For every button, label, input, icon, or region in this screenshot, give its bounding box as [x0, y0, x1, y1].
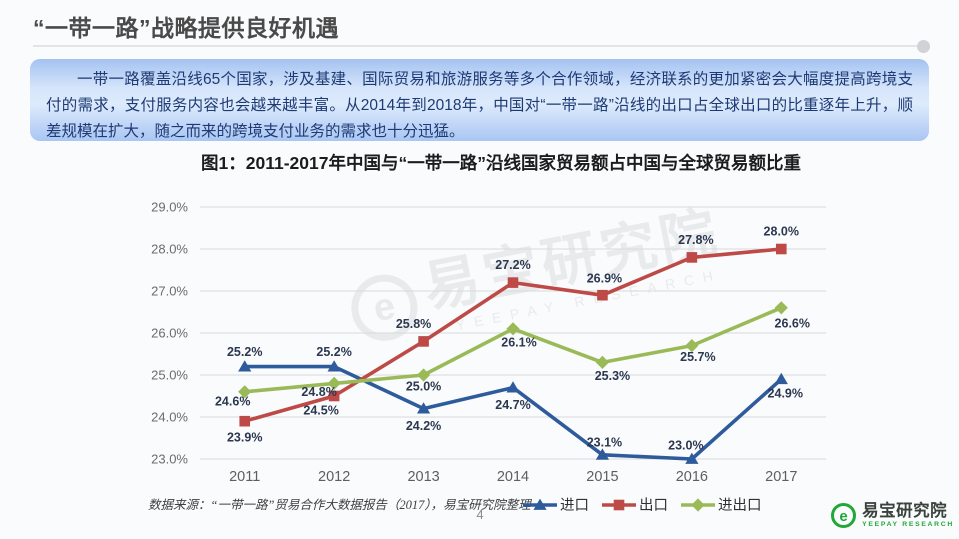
- triangle-marker-icon: [506, 381, 520, 393]
- data-label: 27.2%: [495, 258, 530, 272]
- x-axis-tick: 2015: [586, 469, 618, 485]
- triangle-marker-icon: [327, 360, 341, 372]
- data-label: 24.2%: [406, 419, 441, 433]
- triangle-marker-icon: [774, 372, 788, 385]
- legend-label: 出口: [639, 498, 668, 514]
- chart-legend: 进口 出口 进出口: [523, 494, 762, 515]
- square-marker-icon: [613, 499, 625, 510]
- intro-text: 一带一路覆盖沿线65个国家，涉及基建、国际贸易和旅游服务等多个合作领域，经济联系…: [46, 71, 913, 140]
- data-label: 24.6%: [215, 394, 250, 408]
- footer-logo: e 易宝研究院 YEEPAY RESEARCH: [830, 502, 954, 529]
- page-number: 4: [476, 507, 484, 522]
- diamond-marker-icon: [327, 376, 341, 390]
- data-label: 24.8%: [301, 385, 336, 399]
- data-label: 23.9%: [227, 431, 262, 445]
- data-label: 25.8%: [396, 317, 431, 331]
- series-import: 25.2% 25.2% 24.2% 24.7% 23.1% 23.0% 24.9%: [227, 345, 803, 464]
- triangle-marker-icon: [533, 498, 547, 510]
- legend-diamond-marker-icon: [681, 497, 715, 512]
- legend-label: 进出口: [718, 498, 762, 514]
- diamond-marker-icon: [595, 355, 610, 369]
- y-axis-tick: 25.0%: [151, 368, 188, 383]
- square-marker-icon: [418, 336, 429, 347]
- triangle-marker-icon: [416, 402, 431, 414]
- x-axis-tick: 2016: [676, 469, 708, 485]
- data-label: 26.1%: [501, 335, 536, 349]
- data-label: 24.7%: [495, 398, 530, 412]
- y-axis-tick: 29.0%: [151, 200, 188, 215]
- diamond-marker-icon: [506, 322, 520, 336]
- y-axis-tick: 23.0%: [151, 452, 188, 467]
- x-axis-tick: 2013: [407, 469, 439, 485]
- logo-name: 易宝研究院: [862, 501, 948, 520]
- legend-label: 进口: [560, 498, 589, 514]
- legend-square-marker-icon: [602, 499, 636, 510]
- triangle-marker-icon: [238, 360, 252, 372]
- square-marker-icon: [597, 289, 608, 301]
- series-export: 23.9% 24.5% 25.8% 27.2% 26.9% 27.8% 28.0%: [227, 225, 799, 445]
- x-axis-tick: 2012: [318, 469, 350, 485]
- diamond-marker-icon: [774, 301, 788, 315]
- logo-glyph: e: [839, 508, 847, 525]
- data-label: 25.2%: [227, 345, 262, 359]
- title-divider: [33, 39, 930, 53]
- x-axis-tick: 2014: [497, 469, 529, 485]
- data-label: 25.2%: [316, 345, 351, 359]
- y-axis-tick: 24.0%: [151, 410, 188, 425]
- intro-panel: 一带一路覆盖沿线65个国家，涉及基建、国际贸易和旅游服务等多个合作领域，经济联系…: [30, 59, 929, 141]
- triangle-marker-icon: [595, 448, 610, 460]
- page-title: “一带一路”战略提供良好机遇: [33, 15, 339, 41]
- data-label: 26.6%: [775, 316, 810, 330]
- diamond-marker-icon: [691, 497, 705, 512]
- yeepay-logo-icon: e: [831, 503, 857, 528]
- chart-title: 图1：2011-2017年中国与“一带一路”沿线国家贸易额占中国与全球贸易额比重: [201, 153, 801, 173]
- square-marker-icon: [239, 415, 251, 427]
- data-label: 26.9%: [587, 272, 622, 286]
- divider-end-dot-icon: [917, 39, 930, 53]
- data-label: 28.0%: [764, 225, 799, 239]
- square-marker-icon: [507, 277, 519, 288]
- data-label: 23.1%: [587, 435, 622, 449]
- data-label: 25.3%: [595, 369, 630, 383]
- data-source-note: 数据来源：“一带一路”贸易合作大数据报告（2017），易宝研究院整理: [148, 498, 531, 512]
- data-label: 25.7%: [680, 350, 715, 364]
- square-marker-icon: [686, 252, 698, 263]
- logo-subname: YEEPAY RESEARCH: [862, 520, 954, 528]
- y-axis-tick: 28.0%: [151, 242, 188, 257]
- diamond-marker-icon: [238, 385, 252, 399]
- legend-item-total: 进出口: [681, 494, 762, 515]
- data-label: 27.8%: [678, 233, 713, 247]
- legend-item-import: 进口: [523, 494, 589, 515]
- data-label: 24.5%: [303, 404, 338, 418]
- data-label: 24.9%: [768, 387, 803, 401]
- y-axis-tick: 26.0%: [151, 326, 188, 341]
- y-axis-tick: 27.0%: [151, 284, 188, 299]
- series-total: 24.6% 24.8% 25.0% 26.1% 25.3% 25.7% 26.6%: [215, 301, 810, 408]
- triangle-marker-icon: [685, 452, 699, 464]
- diamond-marker-icon: [685, 339, 699, 353]
- square-marker-icon: [328, 390, 340, 402]
- x-axis-tick: 2017: [765, 469, 797, 485]
- diamond-marker-icon: [416, 368, 431, 382]
- data-label: 25.0%: [406, 380, 441, 394]
- x-axis-tick: 2011: [229, 469, 260, 485]
- square-marker-icon: [775, 243, 787, 255]
- data-label: 23.0%: [668, 439, 703, 453]
- legend-item-export: 出口: [602, 494, 668, 515]
- legend-triangle-marker-icon: [523, 498, 557, 510]
